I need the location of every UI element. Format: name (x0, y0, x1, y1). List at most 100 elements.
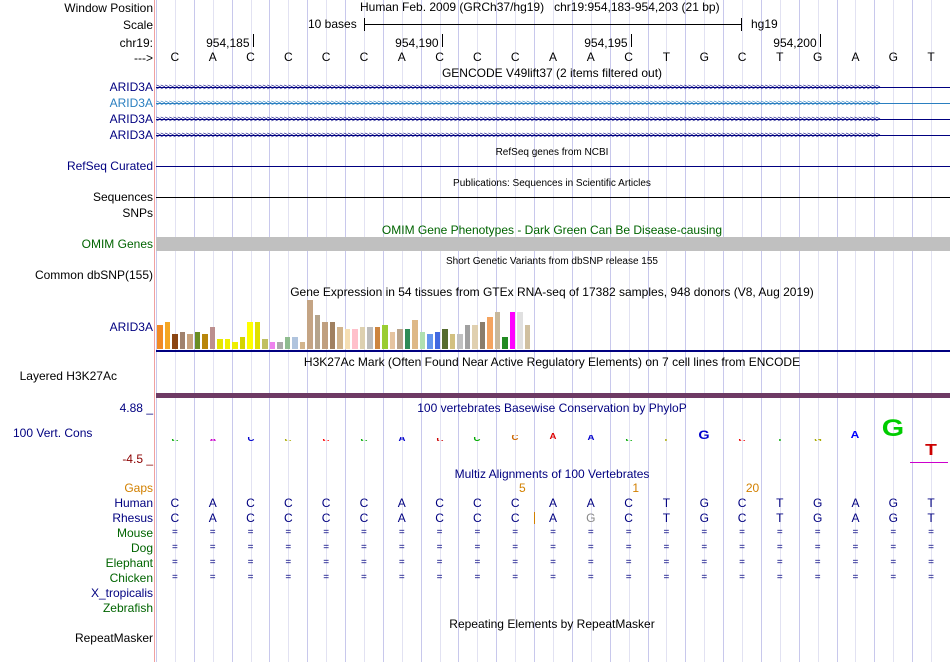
dbsnp-track-title[interactable]: Short Genetic Variants from dbSNP releas… (446, 256, 658, 267)
cons-glyph[interactable]: T (917, 443, 945, 459)
gtex-bar[interactable] (164, 322, 171, 349)
gtex-bar[interactable] (337, 326, 343, 349)
cons-glyph[interactable]: A (388, 437, 416, 441)
species-label[interactable]: Mouse (116, 526, 153, 540)
cons-label[interactable]: 100 Vert. Cons (13, 426, 93, 440)
species-label[interactable]: Elephant (105, 556, 153, 570)
gap-number[interactable]: 20 (745, 481, 760, 495)
gtex-bar[interactable] (419, 331, 426, 349)
gap-number[interactable]: 1 (632, 481, 640, 495)
gtex-bar[interactable] (277, 341, 283, 349)
cons-glyph[interactable]: C (426, 438, 454, 441)
gtex-bar[interactable] (382, 324, 388, 349)
gencode-transcript-label[interactable]: ARID3A (109, 128, 153, 142)
gtex-bar[interactable] (157, 324, 163, 349)
refseq-gene-line[interactable] (156, 166, 950, 167)
gtex-bar[interactable] (269, 341, 276, 349)
gencode-transcript-label[interactable]: ARID3A (109, 96, 153, 110)
gtex-bar[interactable] (442, 329, 448, 349)
cons-glyph[interactable]: C (237, 437, 265, 441)
cons-glyph[interactable]: A (577, 435, 605, 441)
h3k27ac-track-title[interactable]: H3K27Ac Mark (Often Found Near Active Re… (303, 355, 801, 369)
gtex-bar[interactable] (389, 331, 396, 349)
gtex-bar[interactable] (404, 329, 411, 349)
pubs-feature-line[interactable] (156, 197, 950, 198)
cons-glyph[interactable]: C (463, 437, 491, 441)
gtex-bar[interactable] (284, 336, 291, 349)
cons-glyph[interactable]: A (841, 431, 869, 441)
gencode-track-title[interactable]: GENCODE V49lift37 (2 items filtered out) (441, 66, 663, 80)
gtex-bar[interactable] (464, 324, 471, 349)
species-label[interactable]: X_tropicalis (90, 586, 153, 600)
cons-glyph[interactable]: C (312, 439, 340, 441)
species-label[interactable]: Zebrafish (102, 601, 153, 615)
gtex-bar[interactable] (322, 322, 328, 349)
cons-glyph[interactable]: G (690, 429, 718, 441)
cons-glyph[interactable]: C (350, 439, 378, 441)
snps-label[interactable]: SNPs (122, 206, 153, 220)
cons-glyph[interactable]: C (501, 435, 529, 441)
gtex-bar[interactable] (187, 334, 193, 349)
cons-glyph[interactable]: C (615, 439, 643, 441)
gtex-bar[interactable] (179, 331, 186, 349)
gtex-bar[interactable] (217, 339, 223, 349)
gtex-bar[interactable] (307, 300, 313, 349)
gtex-bar[interactable] (427, 334, 433, 349)
gencode-transcript-label[interactable]: ARID3A (109, 80, 153, 94)
omim-label[interactable]: OMIM Genes (81, 237, 153, 251)
gencode-transcript-line[interactable]: >>>>>>>>>>>>>>>>>>>>>>>>>>>>>>>>>>>>>>>>… (156, 130, 950, 140)
gtex-bar[interactable] (202, 334, 208, 349)
gtex-bar[interactable] (247, 322, 253, 349)
repeatmasker-label[interactable]: RepeatMasker (74, 631, 153, 645)
gtex-bar[interactable] (434, 331, 441, 349)
h3k27ac-signal[interactable] (156, 393, 950, 398)
pubs-track-title[interactable]: Publications: Sequences in Scientific Ar… (453, 178, 651, 189)
gtex-bar[interactable] (232, 341, 238, 349)
cons-glyph[interactable]: G (879, 417, 907, 441)
gtex-bar[interactable] (344, 329, 351, 349)
gtex-bar[interactable] (299, 341, 306, 349)
gtex-bar[interactable] (487, 317, 493, 349)
h3k27ac-label[interactable]: Layered H3K27Ac (19, 369, 117, 383)
pubs-label[interactable]: Sequences (92, 190, 153, 204)
cons-glyph[interactable]: C (274, 439, 302, 441)
gtex-bar[interactable] (254, 322, 261, 349)
gtex-bar[interactable] (502, 336, 508, 349)
gencode-transcript-label[interactable]: ARID3A (109, 112, 153, 126)
cons-track-title[interactable]: 100 vertebrates Basewise Conservation by… (417, 401, 687, 415)
species-label[interactable]: Rhesus (112, 511, 153, 525)
gtex-bar[interactable] (412, 319, 418, 349)
gtex-bar[interactable] (262, 339, 268, 349)
gtex-bar[interactable] (374, 326, 381, 349)
cons-glyph[interactable]: A (539, 433, 567, 441)
gtex-bar[interactable] (524, 324, 531, 349)
gtex-bar[interactable] (352, 329, 358, 349)
gtex-bar[interactable] (479, 322, 486, 349)
gtex-bar[interactable] (224, 339, 231, 349)
gencode-transcript-line[interactable]: >>>>>>>>>>>>>>>>>>>>>>>>>>>>>>>>>>>>>>>>… (156, 98, 950, 108)
gtex-bar[interactable] (329, 322, 336, 349)
gencode-transcript-line[interactable]: >>>>>>>>>>>>>>>>>>>>>>>>>>>>>>>>>>>>>>>>… (156, 82, 950, 92)
gtex-bar[interactable] (517, 312, 523, 349)
repeatmasker-track-title[interactable]: Repeating Elements by RepeatMasker (449, 617, 655, 631)
gtex-gene-label[interactable]: ARID3A (109, 320, 153, 334)
cons-glyph[interactable]: C (161, 439, 189, 441)
gap-number[interactable]: 5 (518, 481, 526, 495)
gaps-label[interactable]: Gaps (124, 481, 153, 495)
gtex-bar[interactable] (359, 326, 366, 349)
omim-feature-bar[interactable] (156, 237, 950, 251)
dbsnp-label[interactable]: Common dbSNP(155) (34, 268, 153, 282)
gtex-bar[interactable] (367, 326, 373, 349)
species-label[interactable]: Chicken (109, 571, 153, 585)
gtex-bar[interactable] (209, 326, 216, 349)
multiz-track-title[interactable]: Multiz Alignments of 100 Vertebrates (454, 467, 650, 481)
species-label[interactable]: Dog (130, 541, 153, 555)
gtex-bar[interactable] (457, 334, 463, 349)
gtex-bar[interactable] (292, 336, 298, 349)
omim-track-title[interactable]: OMIM Gene Phenotypes - Dark Green Can Be… (381, 223, 723, 237)
gtex-bar[interactable] (172, 334, 178, 349)
cons-glyph[interactable]: G (804, 439, 832, 441)
gtex-bar[interactable] (494, 312, 501, 349)
cons-glyph[interactable]: C (728, 439, 756, 441)
gencode-transcript-line[interactable]: >>>>>>>>>>>>>>>>>>>>>>>>>>>>>>>>>>>>>>>>… (156, 114, 950, 124)
